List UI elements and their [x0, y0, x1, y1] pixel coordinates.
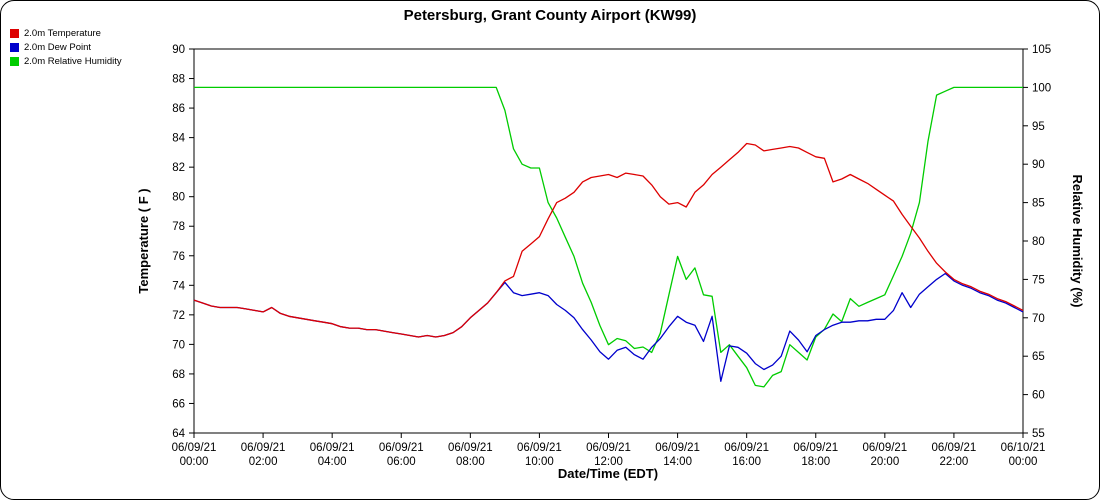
x-tick-date-label: 06/09/21: [448, 442, 493, 454]
legend: 2.0m Temperature 2.0m Dew Point 2.0m Rel…: [10, 28, 122, 70]
x-tick-date-label: 06/09/21: [379, 442, 424, 454]
x-tick-date-label: 06/09/21: [862, 442, 907, 454]
x-tick-time-label: 12:00: [594, 456, 623, 468]
y-right-tick-label: 70: [1032, 313, 1045, 325]
legend-label-dew-point: 2.0m Dew Point: [24, 42, 92, 53]
y-right-tick-label: 60: [1032, 390, 1045, 402]
legend-item-relative-humidity: 2.0m Relative Humidity: [10, 56, 122, 67]
y-right-tick-label: 105: [1032, 44, 1051, 56]
x-axis-label: Date/Time (EDT): [557, 466, 659, 481]
x-tick-date-label: 06/09/21: [655, 442, 700, 454]
x-tick-date-label: 06/10/21: [1001, 442, 1046, 454]
y-left-tick-label: 66: [172, 398, 185, 410]
y-right-tick-label: 55: [1032, 428, 1045, 440]
x-tick-date-label: 06/09/21: [310, 442, 355, 454]
y-left-tick-label: 86: [172, 103, 185, 115]
y-right-tick-label: 95: [1032, 121, 1045, 133]
y-right-tick-label: 90: [1032, 159, 1045, 171]
y-left-tick-label: 90: [172, 44, 185, 56]
x-tick-date-label: 06/09/21: [586, 442, 631, 454]
legend-label-temperature: 2.0m Temperature: [24, 28, 101, 39]
y-left-tick-label: 76: [172, 251, 185, 263]
y-left-tick-label: 68: [172, 369, 185, 381]
y-left-tick-label: 70: [172, 339, 185, 351]
y-left-tick-label: 72: [172, 310, 185, 322]
x-tick-date-label: 06/09/21: [517, 442, 562, 454]
x-tick-time-label: 20:00: [870, 456, 899, 468]
x-tick-date-label: 06/09/21: [241, 442, 286, 454]
y-left-tick-label: 82: [172, 162, 185, 174]
y-left-tick-label: 84: [172, 133, 185, 145]
plot-frame: [193, 48, 1024, 434]
x-tick-date-label: 06/09/21: [932, 442, 977, 454]
x-tick-date-label: 06/09/21: [724, 442, 769, 454]
y-left-tick-label: 64: [172, 428, 185, 440]
x-tick-time-label: 18:00: [801, 456, 830, 468]
x-tick-time-label: 10:00: [525, 456, 554, 468]
legend-item-temperature: 2.0m Temperature: [10, 28, 122, 39]
x-tick-date-label: 06/09/21: [793, 442, 838, 454]
temperature-line: [193, 142, 1024, 338]
y-left-tick-label: 88: [172, 74, 185, 86]
x-tick-date-label: 06/09/21: [172, 442, 217, 454]
legend-item-dew-point: 2.0m Dew Point: [10, 42, 122, 53]
x-tick-time-label: 00:00: [1009, 456, 1038, 468]
x-tick-time-label: 02:00: [249, 456, 278, 468]
x-tick-time-label: 08:00: [456, 456, 485, 468]
x-tick-time-label: 16:00: [732, 456, 761, 468]
x-tick-time-label: 00:00: [180, 456, 209, 468]
y-right-tick-label: 65: [1032, 351, 1045, 363]
x-tick-time-label: 14:00: [663, 456, 692, 468]
legend-label-relative-humidity: 2.0m Relative Humidity: [24, 56, 122, 67]
y-right-tick-label: 100: [1032, 82, 1051, 94]
temperature-swatch-icon: [10, 29, 19, 38]
y-axis-label-right: Relative Humidity (%): [1070, 174, 1085, 308]
y-right-tick-label: 85: [1032, 198, 1045, 210]
y-left-tick-label: 78: [172, 221, 185, 233]
dew-point-swatch-icon: [10, 43, 19, 52]
x-tick-time-label: 22:00: [940, 456, 969, 468]
y-left-tick-label: 74: [172, 280, 185, 292]
y-left-tick-label: 80: [172, 192, 185, 204]
x-tick-time-label: 04:00: [318, 456, 347, 468]
y-axis-label-left: Temperature ( F ): [136, 188, 151, 294]
relative-humidity-line: [194, 86, 1023, 388]
relative-humidity-swatch-icon: [10, 57, 19, 66]
chart-title: Petersburg, Grant County Airport (KW99): [403, 7, 697, 24]
x-tick-time-label: 06:00: [387, 456, 416, 468]
y-right-tick-label: 80: [1032, 236, 1045, 248]
y-right-tick-label: 75: [1032, 274, 1045, 286]
